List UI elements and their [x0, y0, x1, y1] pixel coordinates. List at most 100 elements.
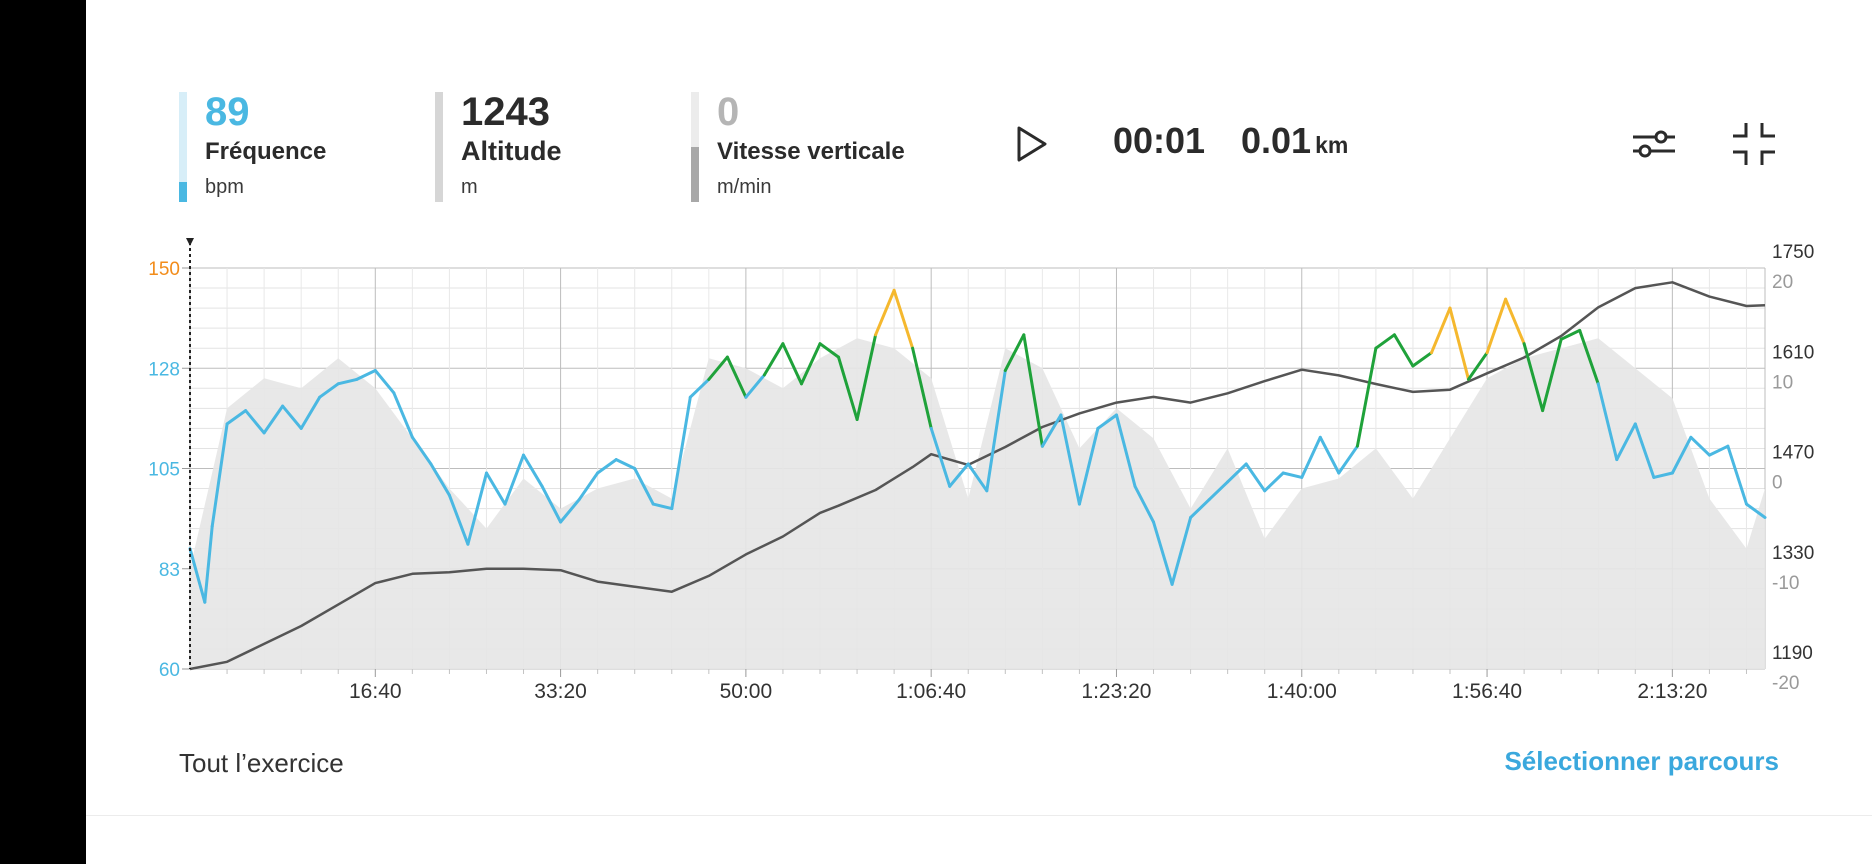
heart-rate-segment	[725, 355, 748, 399]
select-route-link[interactable]: Sélectionner parcours	[1504, 746, 1779, 776]
heart-rate-segment	[225, 409, 248, 426]
y-right-vertical-speed-tick-label: 0	[1772, 473, 1783, 494]
y-left-tick-label: 60	[159, 660, 180, 681]
y-left-tick-label: 83	[159, 560, 180, 581]
heart-rate-segment	[1541, 337, 1563, 413]
heart-rate-segment	[318, 382, 340, 399]
heart-rate-segment	[1689, 435, 1711, 457]
heart-rate-segment	[503, 453, 525, 506]
x-tick-label: 2:13:20	[1637, 680, 1707, 703]
heart-rate-segment	[1633, 422, 1656, 479]
heart-rate-segment	[1392, 333, 1415, 368]
heart-rate-segment	[1504, 297, 1526, 346]
heart-rate-segment	[1244, 462, 1267, 493]
heart-rate-segment	[781, 342, 803, 386]
heart-rate-segment	[762, 342, 785, 377]
x-tick-label: 1:56:40	[1452, 680, 1522, 703]
heart-rate-level-track	[179, 92, 187, 202]
y-right-altitude-tick-label: 1610	[1772, 342, 1814, 363]
heart-rate-segment	[1485, 297, 1508, 355]
heart-rate-segment	[1040, 413, 1063, 448]
chart-settings-button[interactable]	[1630, 124, 1678, 164]
altitude-unit: m	[461, 176, 478, 198]
heart-rate-segment	[1115, 413, 1137, 488]
heart-rate-segment	[1522, 342, 1545, 413]
exercise-chart[interactable]: 60 83 105 128 150 1190 1330 1470 1610 1750 -20 -10 0…	[0, 0, 1872, 720]
heart-rate-segment	[203, 524, 214, 604]
heart-rate-segment	[244, 409, 266, 435]
heart-rate-segment	[410, 435, 433, 466]
heart-rate-segment	[1263, 471, 1285, 493]
x-tick-label: 33:20	[534, 680, 587, 703]
heart-rate-segment	[1448, 306, 1470, 381]
play-icon	[1017, 126, 1047, 162]
heart-rate-segment	[188, 547, 207, 604]
heart-rate-segment	[1226, 462, 1248, 484]
y-left-tick-label: 150	[148, 259, 180, 280]
heart-rate-segment	[1170, 516, 1193, 586]
heart-rate-segment	[1670, 435, 1693, 475]
heart-rate-segment	[929, 426, 952, 488]
heart-rate-segment	[1559, 328, 1582, 341]
heart-rate-segment	[1652, 471, 1674, 479]
heart-rate-segment	[1318, 435, 1341, 475]
heart-rate-segment	[577, 471, 600, 502]
y-left-tick-label: 128	[148, 359, 180, 380]
heart-rate-segment	[1003, 333, 1026, 372]
playhead-cursor[interactable]	[186, 238, 194, 669]
x-tick-label: 1:23:20	[1081, 680, 1151, 703]
heart-rate-label: Fréquence	[205, 138, 327, 165]
heart-rate-segment	[1281, 471, 1304, 479]
altitude-value: 1243	[461, 90, 550, 134]
vertical-speed-value: 0	[717, 90, 740, 134]
distance-value: 0.01	[1241, 120, 1312, 161]
heart-rate-segment	[800, 342, 822, 386]
heart-rate-segment	[336, 377, 359, 386]
x-tick-label: 1:06:40	[896, 680, 966, 703]
x-tick-label: 1:40:00	[1267, 680, 1337, 703]
heart-rate-segment	[651, 502, 674, 511]
heart-rate-segment	[596, 458, 618, 475]
heart-rate-segment	[1189, 498, 1211, 519]
heart-rate-segment	[1059, 413, 1081, 506]
heart-rate-segment	[1355, 346, 1378, 448]
vertical-speed-metric[interactable]: 0 Vitesse verticale m/min	[691, 90, 931, 202]
collapse-view-button[interactable]	[1730, 120, 1778, 168]
vertical-speed-unit: m/min	[717, 176, 772, 198]
elapsed-time: 00:01	[1113, 120, 1206, 161]
collapse-icon	[1733, 123, 1775, 165]
altitude-level-track	[435, 92, 443, 202]
bottom-area	[86, 816, 1872, 864]
y-right-vertical-speed-tick-label: 10	[1772, 372, 1793, 393]
heart-rate-segment	[1411, 351, 1433, 368]
heart-rate-segment	[892, 288, 915, 350]
playhead-marker-icon	[186, 238, 194, 246]
left-black-bar	[0, 0, 86, 864]
vertical-speed-level-fill	[691, 147, 699, 202]
y-right-altitude-tick-label: 1750	[1772, 242, 1814, 263]
heart-rate-segment	[1207, 480, 1230, 502]
heart-rate-segment	[522, 453, 544, 488]
play-button[interactable]	[1015, 124, 1049, 164]
y-right-altitude-tick-label: 1330	[1772, 543, 1814, 564]
heart-rate-unit: bpm	[205, 176, 244, 198]
altitude-metric[interactable]: 1243 Altitude m	[435, 90, 635, 202]
heart-rate-segment	[1133, 484, 1155, 524]
altitude-label: Altitude	[461, 136, 562, 166]
heart-rate-segment	[614, 458, 637, 470]
range-label: Tout l’exercice	[179, 748, 344, 778]
heart-rate-segment	[1467, 351, 1489, 381]
heart-rate-segment	[373, 369, 396, 395]
heart-rate-segment	[1615, 422, 1637, 462]
heart-rate-segment	[1578, 328, 1600, 386]
y-right-altitude-tick-label: 1470	[1772, 443, 1814, 464]
heart-rate-metric[interactable]: 89 Fréquence bpm	[179, 90, 379, 202]
heart-rate-segment	[1726, 444, 1748, 506]
heart-rate-segment	[466, 471, 488, 546]
heart-rate-segment	[281, 404, 303, 430]
y-right-altitude-tick-label: 1190	[1772, 643, 1813, 664]
vertical-speed-label: Vitesse verticale	[717, 138, 905, 165]
x-tick-label: 50:00	[720, 680, 773, 703]
heart-rate-segment	[1707, 444, 1730, 457]
heart-rate-segment	[1337, 444, 1359, 475]
